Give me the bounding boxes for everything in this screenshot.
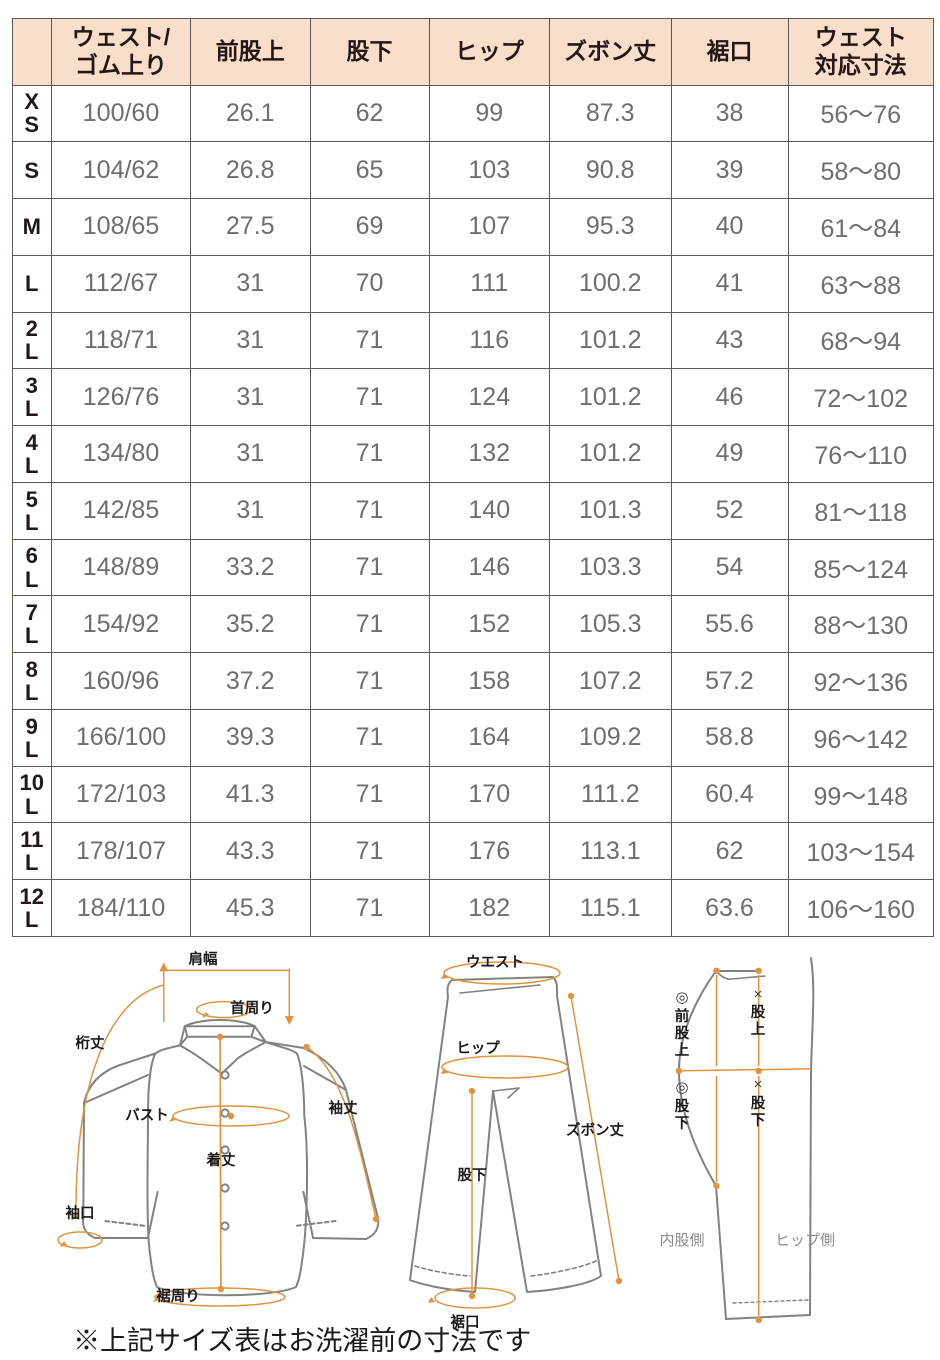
svg-text:股: 股	[751, 1004, 766, 1021]
svg-text:内股側: 内股側	[659, 1232, 704, 1249]
svg-text:袖丈: 袖丈	[329, 1099, 358, 1117]
svg-text:下: 下	[675, 1115, 690, 1132]
svg-text:ヒップ: ヒップ	[456, 1040, 500, 1057]
svg-text:ヒップ側: ヒップ側	[775, 1232, 835, 1249]
svg-text:×: ×	[754, 1076, 763, 1093]
svg-text:前: 前	[675, 1007, 690, 1025]
svg-text:上: 上	[751, 1021, 766, 1038]
svg-text:上: 上	[675, 1042, 690, 1059]
svg-text:股: 股	[675, 1025, 690, 1042]
svg-text:股下: 股下	[458, 1167, 487, 1184]
svg-text:×: ×	[754, 986, 763, 1003]
svg-text:◎: ◎	[675, 1079, 688, 1096]
svg-text:ズボン丈: ズボン丈	[566, 1121, 624, 1139]
svg-text:股: 股	[675, 1098, 690, 1115]
svg-text:下: 下	[751, 1112, 766, 1129]
svg-text:裾周り: 裾周り	[156, 1287, 200, 1305]
svg-text:袖口: 袖口	[66, 1204, 95, 1222]
svg-text:着丈: 着丈	[206, 1151, 236, 1169]
svg-text:バスト: バスト	[125, 1107, 169, 1124]
svg-text:首周り: 首周り	[230, 999, 274, 1017]
svg-text:桁丈: 桁丈	[76, 1034, 105, 1052]
svg-text:◎: ◎	[675, 989, 688, 1006]
svg-text:股: 股	[751, 1095, 766, 1112]
svg-text:肩幅: 肩幅	[189, 950, 218, 968]
svg-text:ウエスト: ウエスト	[466, 954, 524, 971]
